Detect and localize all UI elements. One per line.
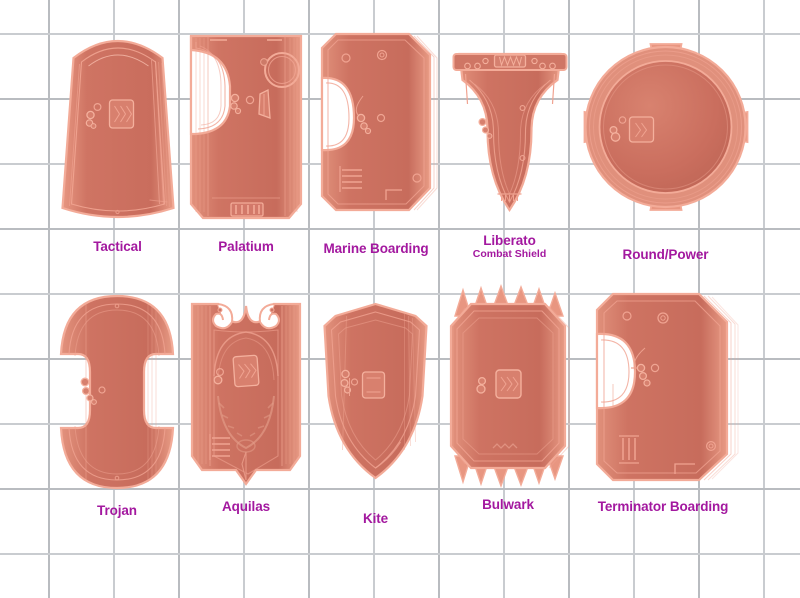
shield-graphic-marine-boarding (312, 30, 440, 222)
shield-label-text: Round/Power (622, 247, 709, 262)
shield-graphic-palatium (182, 22, 310, 230)
shield-label-text: Tactical (93, 239, 142, 254)
shield-label-text: Liberato (483, 233, 536, 248)
shield-label-liberato: Liberato Combat Shield (472, 233, 547, 261)
shield-label-aquilas: Aquilas (221, 499, 271, 514)
shield-label-kite: Kite (362, 511, 389, 526)
shield-graphic-round-power (578, 36, 753, 218)
shield-sublabel-text: Combat Shield (472, 248, 547, 261)
shield-label-trojan: Trojan (97, 503, 137, 518)
shield-label-marine-boarding: Marine Boarding (323, 241, 429, 256)
shield-graphic-liberato (447, 46, 572, 218)
shield-label-text: Aquilas (221, 499, 271, 514)
shield-graphic-tactical (55, 22, 180, 227)
shield-label-tactical: Tactical (93, 239, 142, 254)
shield-label-text: Trojan (97, 503, 137, 518)
shield-label-terminator-boarding: Terminator Boarding (597, 499, 729, 514)
shield-label-text: Marine Boarding (323, 241, 429, 256)
shield-label-palatium: Palatium (218, 239, 274, 254)
shield-graphic-trojan (52, 292, 182, 492)
shield-label-round-power: Round/Power (622, 247, 709, 262)
shield-graphic-terminator-boarding (583, 288, 743, 488)
shield-graphic-kite (318, 300, 433, 482)
shield-label-text: Palatium (218, 239, 274, 254)
shield-label-text: Bulwark (482, 497, 534, 512)
shield-label-bulwark: Bulwark (482, 497, 534, 512)
shield-label-text: Kite (362, 511, 389, 526)
shield-graphic-bulwark (443, 283, 573, 489)
shield-graphic-aquilas (182, 288, 310, 488)
shield-label-text: Terminator Boarding (597, 499, 729, 514)
